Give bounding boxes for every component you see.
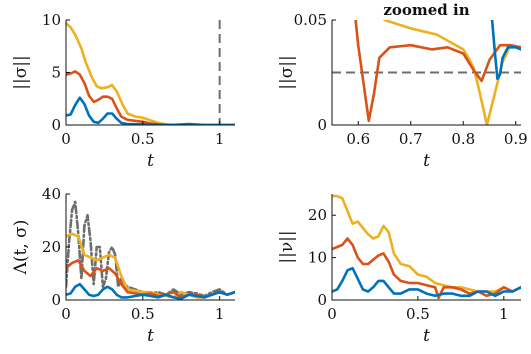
panel-top-right: 0.6 0.7 0.8 0.9 0 0.05 t ||σ|| zoomed in [277,1,528,171]
chart-title: zoomed in [383,1,469,19]
x-tick-label: 0.7 [399,130,423,148]
y-tick-label: 0.05 [294,11,327,29]
x-tick-label: 0 [61,130,71,148]
x-tick-label: 0.8 [451,130,475,148]
y-tick-label: 20 [42,238,61,256]
y-tick-label: 0 [317,116,327,134]
y-axis-label: ||σ|| [277,55,297,90]
y-tick-label: 40 [42,185,61,203]
x-tick-label: 0.9 [504,130,528,148]
x-axis-label: t [147,151,154,171]
series-line-red [332,237,521,300]
x-tick-label: 1 [499,305,509,323]
y-axis-label: ||σ|| [11,55,31,90]
x-tick-label: 0 [327,305,337,323]
x-axis-label: t [423,326,430,346]
x-tick-label: 1 [215,130,225,148]
series-line-blue [490,20,521,81]
series-line-yellow [332,194,521,293]
x-tick-label: 0 [61,305,71,323]
series-line-yellow [66,21,235,125]
y-axis-label: Λ(t, σ) [11,220,31,276]
x-tick-label: 0.5 [131,130,155,148]
y-axis-label: ||ν|| [277,230,297,263]
series-line-red [66,70,235,125]
series-line-red [354,20,521,123]
panel-bottom-left: 0 0.5 1 0 20 40 t Λ(t, σ) [11,185,235,346]
y-tick-label: 20 [308,206,327,224]
x-tick-label: 0.6 [346,130,370,148]
series-line-yellow [383,20,521,125]
x-tick-label: 0.5 [131,305,155,323]
x-axis-label: t [423,151,430,171]
x-axis-label: t [147,326,154,346]
y-tick-label: 0 [51,116,61,134]
y-tick-label: 10 [42,11,61,29]
series-line-blue [66,282,235,300]
y-tick-label: 0 [317,291,327,309]
x-tick-label: 1 [215,305,225,323]
y-tick-label: 0 [51,291,61,309]
y-tick-label: 10 [308,249,327,267]
y-tick-label: 5 [51,64,61,82]
x-tick-label: 0.5 [406,305,430,323]
axis-lines [65,20,235,126]
series-line-gray [66,200,235,298]
series-line-blue [332,266,521,298]
